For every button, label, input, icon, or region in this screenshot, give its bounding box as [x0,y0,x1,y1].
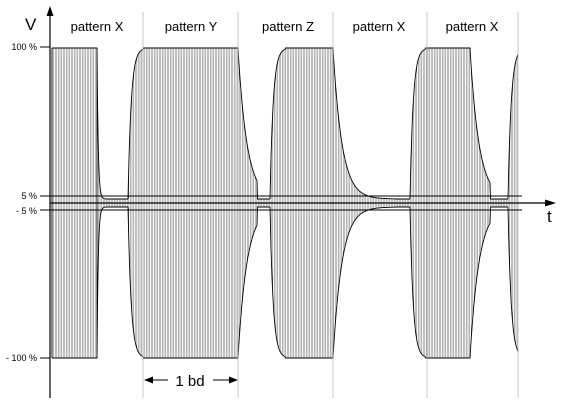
level-label-minus-100: - 100 % [6,353,37,363]
v-axis-arrowhead [46,6,54,16]
pattern-label: pattern Y [165,19,218,34]
envelope-upper [409,47,508,200]
t-axis-arrowhead [545,199,556,207]
pattern-label: pattern X [71,19,124,34]
envelope-lower [507,206,519,352]
v-axis-label: V [25,15,37,34]
baud-label: 1 bd [175,373,204,390]
baud-arrowhead-left [144,376,153,384]
envelope-upper [269,47,410,200]
envelope-upper [52,47,128,200]
baud-arrowhead-right [229,376,238,384]
level-label-100: 100 % [11,42,37,52]
level-label-minus-5: - 5 % [16,206,37,216]
symbol-boundaries [142,12,519,398]
envelope-lower [52,206,128,359]
pattern-label: pattern X [353,19,406,34]
level-label-plus-5: 5 % [21,191,37,201]
envelope-upper [127,47,270,200]
envelope-upper [507,54,519,200]
pattern-label: pattern Z [262,19,314,34]
level-ticks [40,46,50,359]
t-axis-label: t [547,207,552,226]
envelope-lower [269,206,410,359]
envelope-lower [127,206,270,359]
pattern-label: pattern X [446,19,499,34]
baud-dimension: 1 bd [144,373,238,390]
envelope-lower [409,206,508,359]
